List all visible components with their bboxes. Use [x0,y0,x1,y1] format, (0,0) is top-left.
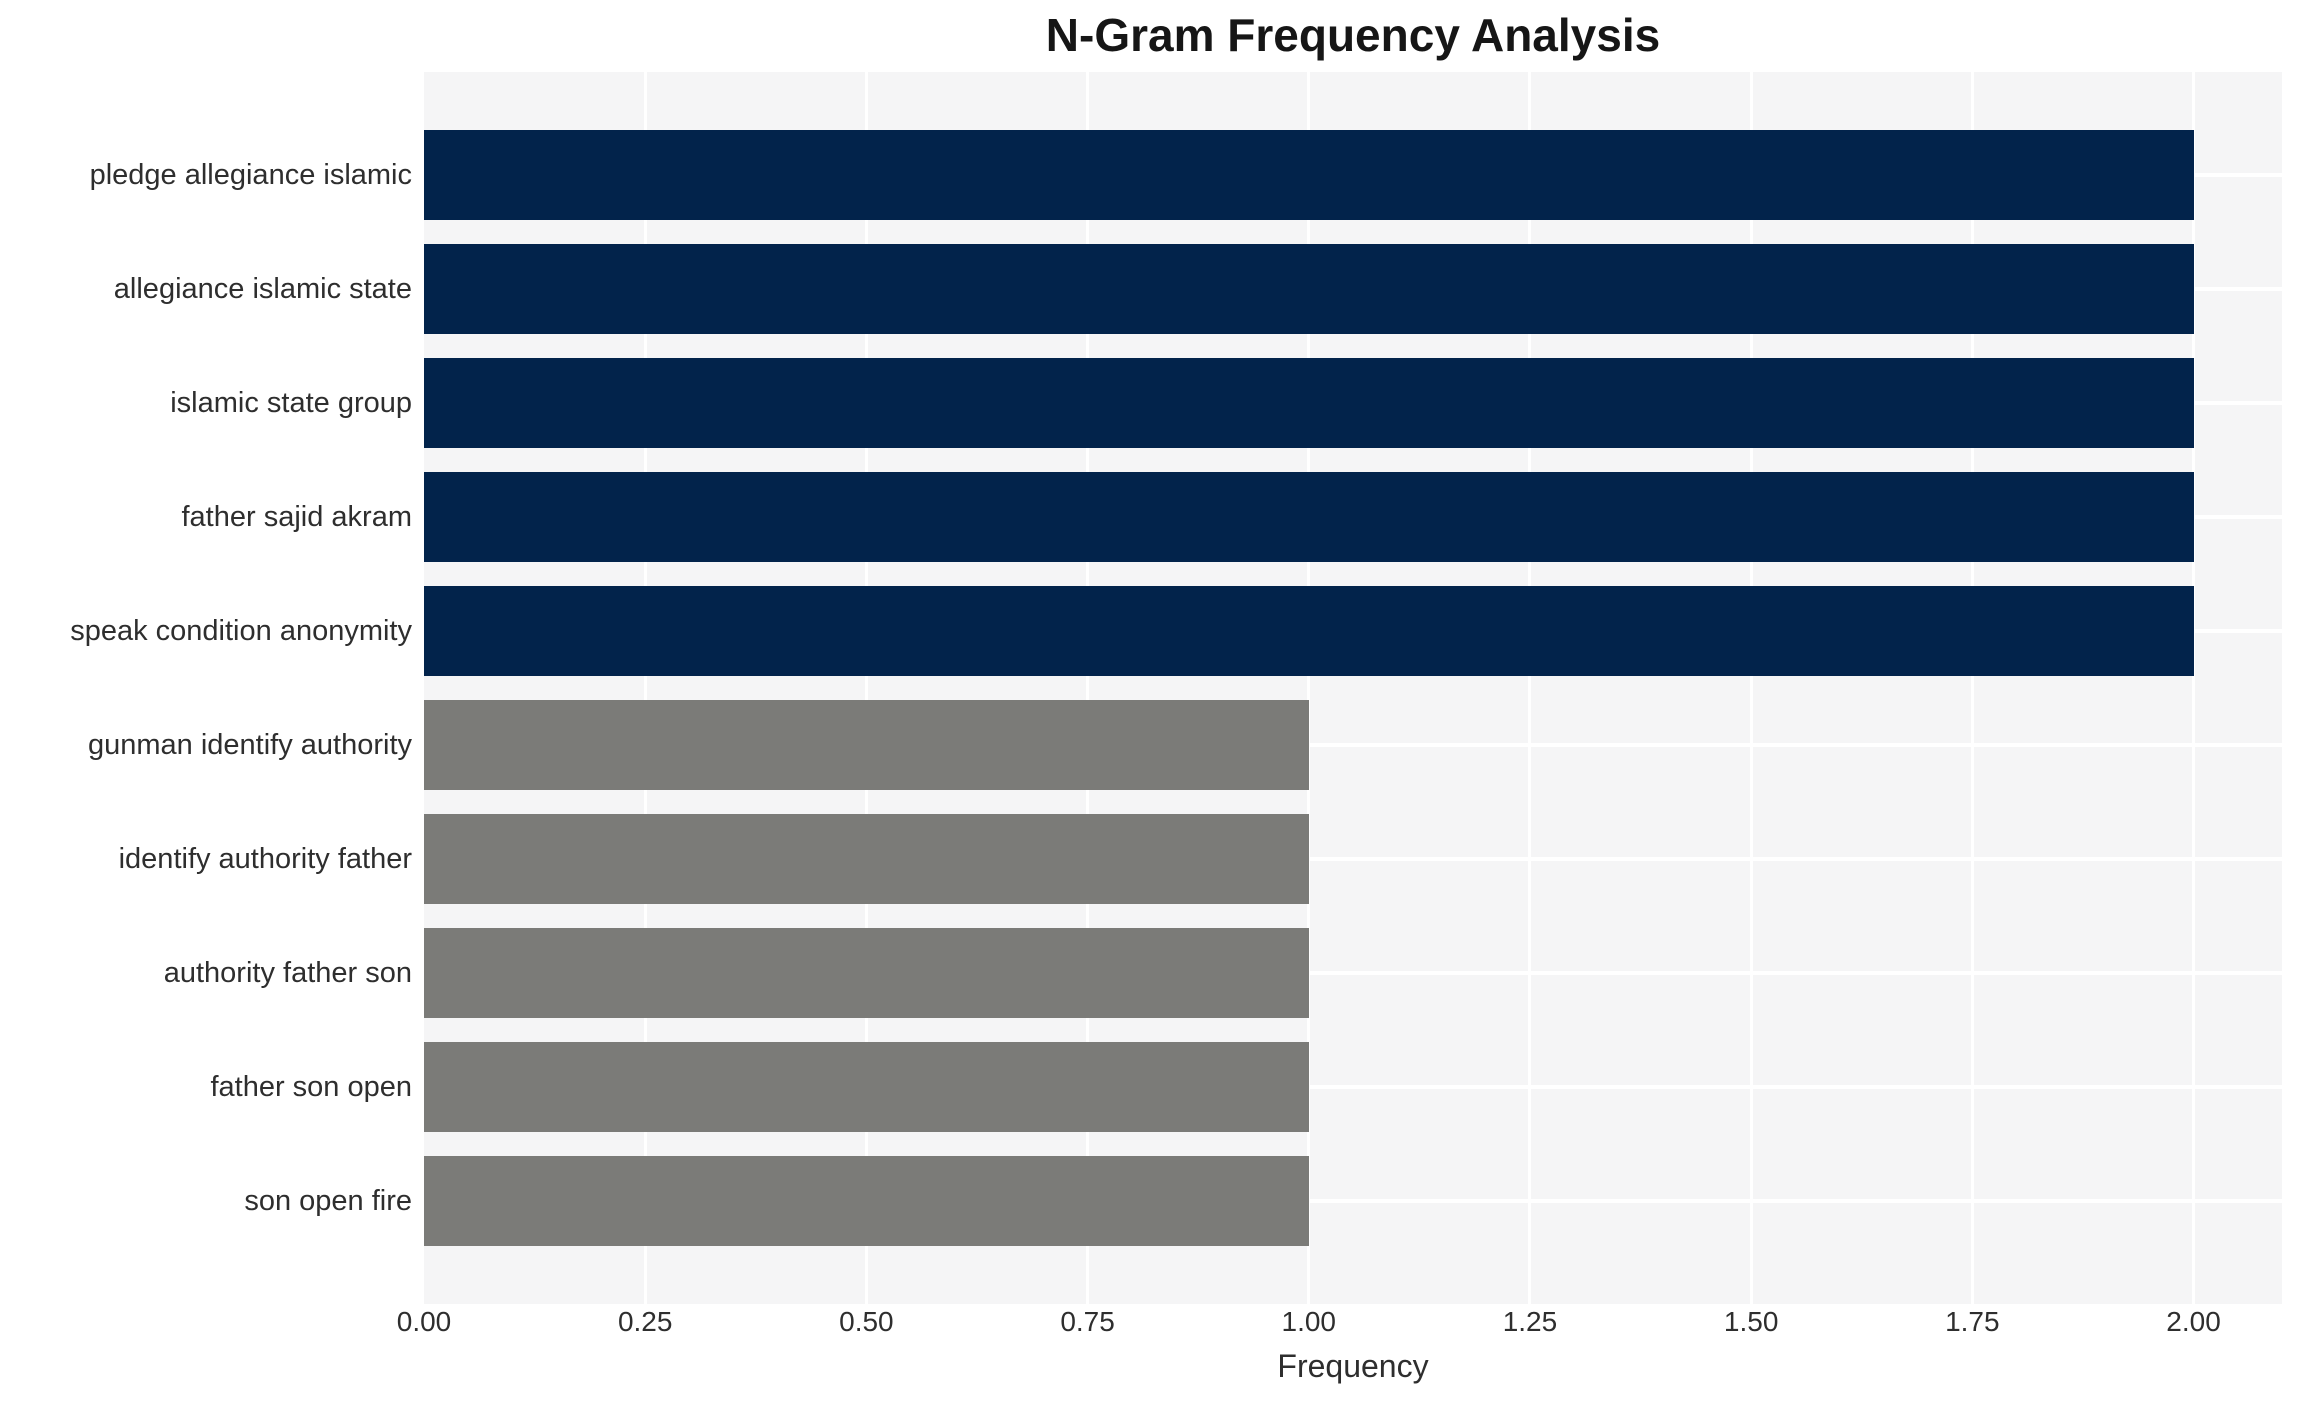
x-tick-label: 0.00 [396,1306,452,1337]
y-tick-label: islamic state group [170,386,412,419]
y-gridline [424,1199,2282,1204]
bar-authority-father-son [424,928,1309,1019]
x-axis-title: Frequency [1277,1348,1429,1384]
x-gridline [1749,72,1753,1304]
y-gridline [424,857,2282,862]
x-tick-label: 1.00 [1281,1306,1337,1337]
x-gridline [1307,72,1311,1304]
x-gridline [643,72,647,1304]
x-tick-label: 1.25 [1502,1306,1558,1337]
bar-islamic-state-group [424,357,2194,448]
bar-father-son-open [424,1042,1309,1133]
x-tick-label: 1.75 [1945,1306,2000,1337]
x-gridline [1970,72,1974,1304]
bar-father-sajid-akram [424,471,2194,562]
x-tick-label: 1.50 [1723,1306,1779,1337]
bar-pledge-allegiance-islamic [424,129,2194,220]
y-gridline [424,1085,2282,1090]
x-tick-label: 0.25 [617,1306,673,1337]
plot-area [424,72,2282,1304]
x-gridline [1528,72,1532,1304]
y-tick-label: allegiance islamic state [113,272,412,305]
y-tick-label: pledge allegiance islamic [89,158,412,191]
x-tick-label: 2.00 [2166,1306,2221,1337]
y-tick-label: identify authority father [118,843,412,876]
y-tick-label: father sajid akram [181,500,413,533]
bar-allegiance-islamic-state [424,243,2194,334]
y-tick-label: speak condition anonymity [70,614,412,647]
y-tick-label: gunman identify authority [87,729,412,762]
x-gridline [1086,72,1090,1304]
x-gridline [2192,72,2196,1304]
chart-title: N-Gram Frequency Analysis [1045,9,1661,61]
bar-gunman-identify-authority [424,700,1309,791]
x-tick-label: 0.75 [1060,1306,1115,1337]
bar-identify-authority-father [424,814,1309,905]
y-tick-label: authority father son [163,957,412,990]
y-gridline [424,971,2282,976]
bar-speak-condition-anonymity [424,585,2194,676]
y-gridline [424,743,2282,748]
bar-son-open-fire [424,1156,1309,1247]
x-tick-label: 0.50 [839,1306,894,1337]
x-gridline [864,72,868,1304]
y-tick-label: son open fire [244,1185,412,1218]
y-tick-label: father son open [210,1071,412,1104]
